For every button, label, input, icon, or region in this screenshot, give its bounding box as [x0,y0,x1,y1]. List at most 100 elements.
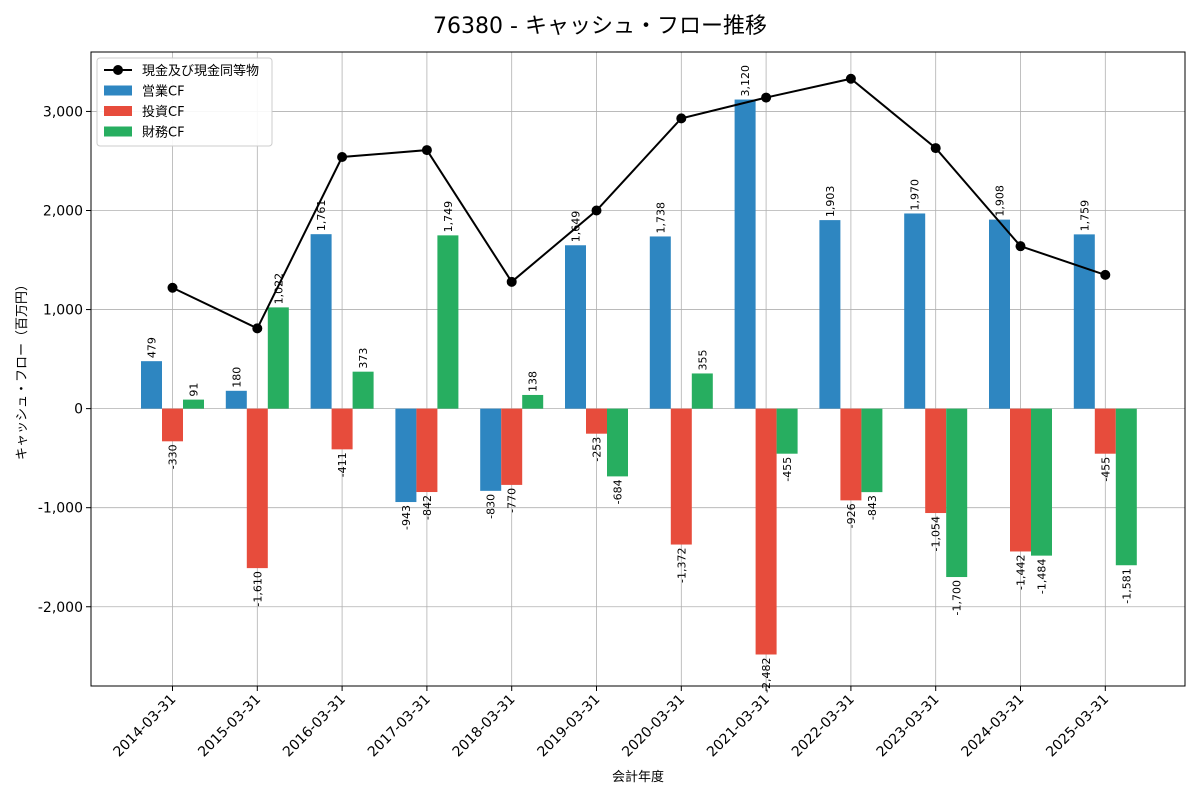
x-tick-label: 2017-03-31 [365,692,434,761]
cash-point [761,92,772,103]
bar-value-label: 1,903 [824,186,837,218]
bar-value-label: 3,120 [739,65,752,97]
bar-value-label: -1,372 [675,548,688,583]
bar [776,408,798,454]
bar-value-label: -330 [167,444,180,469]
bar-value-label: 180 [230,367,243,388]
bar-value-label: 479 [146,337,159,358]
y-tick-label: 3,000 [43,104,83,120]
x-tick-label: 2022-03-31 [789,692,858,761]
legend-label: 財務CF [142,126,185,141]
bar-value-label: -926 [845,503,858,528]
cash-point [676,113,687,124]
bar-value-label: -253 [591,437,604,462]
cash-point [845,73,856,84]
bar-value-label: -1,054 [930,516,943,551]
bar-value-label: 1,749 [442,201,455,233]
bar [395,408,417,503]
bar-value-label: -1,442 [1015,554,1028,589]
bar-value-label: -2,482 [760,657,773,692]
cash-point [506,276,517,287]
x-tick-label: 2025-03-31 [1043,692,1112,761]
legend-line-marker [113,65,123,75]
y-tick-label: 1,000 [43,303,83,319]
bar-value-label: -843 [866,495,879,520]
x-axis: 2014-03-31 2015-03-31 2016-03-31 2017-03-31… [110,686,1112,760]
bar [607,408,628,477]
bar [1010,408,1031,552]
bar [352,371,374,409]
bar [904,213,926,409]
y-tick-label: 2,000 [43,204,83,220]
bar-value-label: -830 [485,494,498,519]
bar-value-label: 373 [357,348,370,369]
bar-value-label: -455 [1099,457,1112,482]
bar-value-label: 1,908 [994,185,1007,217]
legend-bar-swatch [104,126,132,137]
bar [565,245,586,409]
y-tick-label: -1,000 [38,501,83,517]
bar-value-label: 1,738 [654,202,667,234]
x-tick-label: 2018-03-31 [450,692,519,761]
legend-bar-swatch [104,85,132,96]
bar [649,236,671,409]
bar-value-label: 1,761 [315,200,328,232]
bar [1094,408,1116,454]
x-tick-label: 2015-03-31 [195,692,264,761]
bar [416,408,438,493]
x-tick-label: 2016-03-31 [280,692,349,761]
bar-value-label: 91 [188,383,201,397]
bar [925,408,947,514]
bar [819,220,841,409]
bar [946,408,968,578]
legend-bar-swatch [104,106,132,116]
x-axis-label: 会計年度 [612,769,664,785]
bar [691,373,713,409]
bar-value-label: -684 [612,479,625,504]
x-tick-label: 2023-03-31 [874,692,943,761]
cash-series-line [172,77,1106,330]
bar [501,408,523,485]
bar-value-label: -1,610 [251,571,264,606]
bar-value-label: 1,759 [1078,200,1091,232]
x-tick-label: 2019-03-31 [534,692,603,761]
legend-frame [96,57,273,147]
bar-value-label: 1,022 [272,273,285,305]
y-tick-label: -2,000 [38,600,83,616]
bar [267,307,289,409]
bar-value-label: 1,970 [909,179,922,211]
bar [141,361,162,409]
bar [162,408,183,442]
bar [840,408,862,501]
bar-value-label: -943 [400,505,413,530]
bar [225,390,247,409]
cash-point [421,145,432,156]
line-layer [167,73,1111,334]
y-axis: -2,000 -1,000 0 1,000 2,000 3,000 [38,104,91,616]
x-tick-label: 2021-03-31 [704,692,773,761]
bar-value-label: 138 [527,371,540,392]
bar [480,408,502,491]
bar-value-label: -842 [421,495,434,520]
bar [246,408,268,569]
bar [1031,408,1052,556]
bar [522,394,544,409]
legend-label: 現金及び現金同等物 [142,63,259,79]
bar-value-label: 355 [696,349,709,370]
cash-point [1100,269,1111,280]
x-tick-label: 2014-03-31 [110,692,179,761]
cash-point [252,323,263,334]
bar-value-label: -1,700 [951,580,964,615]
bar [437,235,459,409]
bar [755,408,777,655]
bar-labels-layer: 479 180 1,761 -943 -830 1,649 1,738 3,120 1,903 1… [146,65,1134,693]
bar-value-label: 1,649 [570,211,583,243]
cash-point [1015,241,1026,252]
cash-point [167,282,178,293]
bar [183,399,204,409]
bar [670,408,692,545]
bar [586,408,607,434]
bars-layer [141,99,1137,655]
plot-frame [90,51,1186,687]
